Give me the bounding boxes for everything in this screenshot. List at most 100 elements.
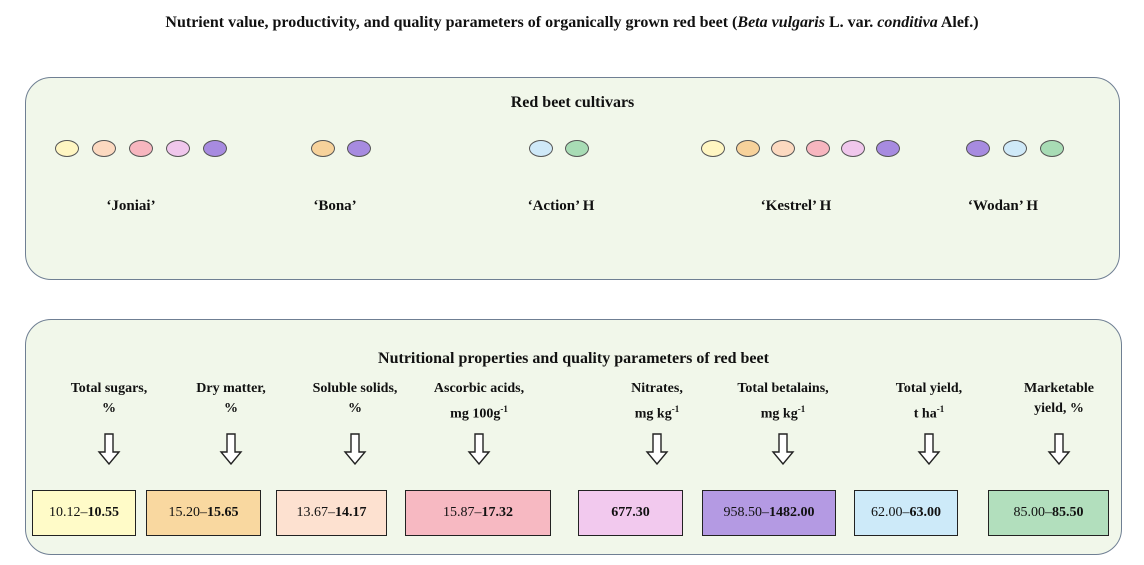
parameter-column: Soluble solids,% [293, 379, 417, 466]
title-variety: conditiva [877, 14, 938, 31]
down-arrow-icon [771, 433, 795, 466]
down-arrow-icon [97, 433, 121, 466]
parameter-label-line1: Total sugars, [70, 381, 148, 396]
cultivar-ovals [686, 140, 906, 160]
parameter-label: Total betalains, mg kg-1 [721, 379, 845, 422]
parameter-label-line1: Total betalains, [737, 381, 829, 396]
cultivar-oval [701, 140, 725, 157]
cultivar-name: ‘Action’ H [527, 198, 595, 214]
cultivar-name: ‘Bona’ [313, 198, 357, 214]
parameter-label-line1: Soluble solids, [312, 381, 398, 396]
parameter-value-box: 958.50–1482.00 [702, 490, 836, 536]
parameter-column: Total yield, t ha-1 [867, 379, 991, 466]
title-part1: Nutrient value, productivity, and qualit… [165, 14, 738, 31]
down-arrow-icon [467, 433, 491, 466]
cultivar-name: ‘Wodan’ H [967, 198, 1039, 214]
title-part2: L. var. [824, 14, 878, 31]
value-low: 15.20– [168, 505, 208, 520]
down-arrow-icon [343, 433, 367, 466]
unit-exponent: -1 [797, 404, 806, 414]
parameter-label-line2: yield, % [1034, 401, 1084, 416]
cultivar-oval [876, 140, 900, 157]
down-arrow-icon [917, 433, 941, 466]
parameter-value-box: 85.00–85.50 [988, 490, 1109, 536]
value-high: 1482.00 [769, 505, 815, 520]
unit-exponent: -1 [500, 404, 508, 414]
cultivar-oval [1003, 140, 1027, 157]
cultivar-oval [966, 140, 990, 157]
parameter-label-line2: % [348, 401, 362, 416]
cultivar-oval [841, 140, 865, 157]
value-low: 958.50– [723, 505, 770, 520]
cultivar-oval [129, 140, 153, 157]
parameter-label-line2: t ha [913, 406, 937, 422]
cultivar-oval [203, 140, 227, 157]
unit-exponent: -1 [936, 404, 945, 414]
title-part3: Alef.) [937, 14, 979, 31]
parameter-label: Total yield, t ha-1 [867, 379, 991, 422]
parameter-column: Total sugars,% [47, 379, 171, 466]
parameter-label-line2: % [224, 401, 238, 416]
parameter-label: Soluble solids,% [293, 379, 417, 421]
cultivar-name: ‘Kestrel’ H [760, 198, 832, 214]
cultivars-heading: Red beet cultivars [510, 94, 635, 111]
parameter-label-line2: mg kg [634, 406, 672, 422]
parameter-column: Nitrates, mg kg-1 [595, 379, 719, 466]
value-high: 677.30 [611, 505, 650, 520]
parameter-label: Ascorbic acids, mg 100g-1 [417, 379, 541, 422]
title-species: Beta vulgaris [737, 14, 825, 31]
parameter-value-box: 62.00–63.00 [854, 490, 958, 536]
value-high: 10.55 [87, 505, 120, 520]
cultivar-ovals [506, 140, 616, 160]
parameter-label-line1: Ascorbic acids, [433, 381, 525, 396]
parameter-label-line2: % [102, 401, 116, 416]
cultivars-panel: Red beet cultivars ‘Joniai’ ‘Bona’ ‘Acti… [25, 77, 1120, 280]
parameter-column: Dry matter,% [169, 379, 293, 466]
cultivar-oval [166, 140, 190, 157]
value-high: 85.50 [1052, 505, 1084, 520]
cultivar-oval [806, 140, 830, 157]
parameter-column: Ascorbic acids, mg 100g-1 [417, 379, 541, 466]
value-low: 13.67– [296, 505, 336, 520]
parameter-label-line1: Marketable [1024, 381, 1094, 396]
cultivar-oval [347, 140, 371, 157]
parameter-label-line2: mg kg [760, 406, 798, 422]
value-low: 10.12– [49, 505, 88, 520]
unit-exponent: -1 [671, 404, 680, 414]
value-high: 63.00 [909, 505, 942, 520]
value-low: 85.00– [1013, 505, 1053, 520]
value-low: 15.87– [443, 505, 482, 520]
cultivar-oval [565, 140, 589, 157]
parameter-value-box: 15.87–17.32 [405, 490, 551, 536]
cultivar-oval [92, 140, 116, 157]
parameter-value-box: 13.67–14.17 [276, 490, 387, 536]
parameter-label-line2: mg 100g [450, 406, 501, 422]
parameter-label: Marketable yield, % [997, 379, 1121, 421]
parameter-label: Dry matter,% [169, 379, 293, 421]
parameter-label: Total sugars,% [47, 379, 171, 421]
cultivar-ovals [280, 140, 390, 160]
value-high: 17.32 [481, 505, 514, 520]
cultivar-oval [771, 140, 795, 157]
down-arrow-icon [1047, 433, 1071, 466]
parameters-heading: Nutritional properties and quality param… [378, 350, 769, 367]
cultivar-name: ‘Joniai’ [106, 198, 156, 214]
parameter-label-line1: Dry matter, [196, 381, 266, 396]
parameter-label: Nitrates, mg kg-1 [595, 379, 719, 422]
parameter-value-box: 10.12–10.55 [32, 490, 136, 536]
parameter-label-line1: Total yield, [895, 381, 963, 396]
cultivar-ovals [938, 140, 1068, 160]
cultivar-oval [529, 140, 553, 157]
figure-title: Nutrient value, productivity, and qualit… [0, 14, 1144, 32]
parameter-column: Marketable yield, % [997, 379, 1121, 466]
down-arrow-icon [645, 433, 669, 466]
cultivar-oval [1040, 140, 1064, 157]
parameter-column: Total betalains, mg kg-1 [721, 379, 845, 466]
cultivar-oval [55, 140, 79, 157]
value-high: 14.17 [335, 505, 367, 520]
value-low: 62.00– [871, 505, 910, 520]
value-high: 15.65 [207, 505, 239, 520]
cultivar-ovals [41, 140, 227, 160]
cultivar-oval [736, 140, 760, 157]
parameter-value-box: 677.30 [578, 490, 683, 536]
